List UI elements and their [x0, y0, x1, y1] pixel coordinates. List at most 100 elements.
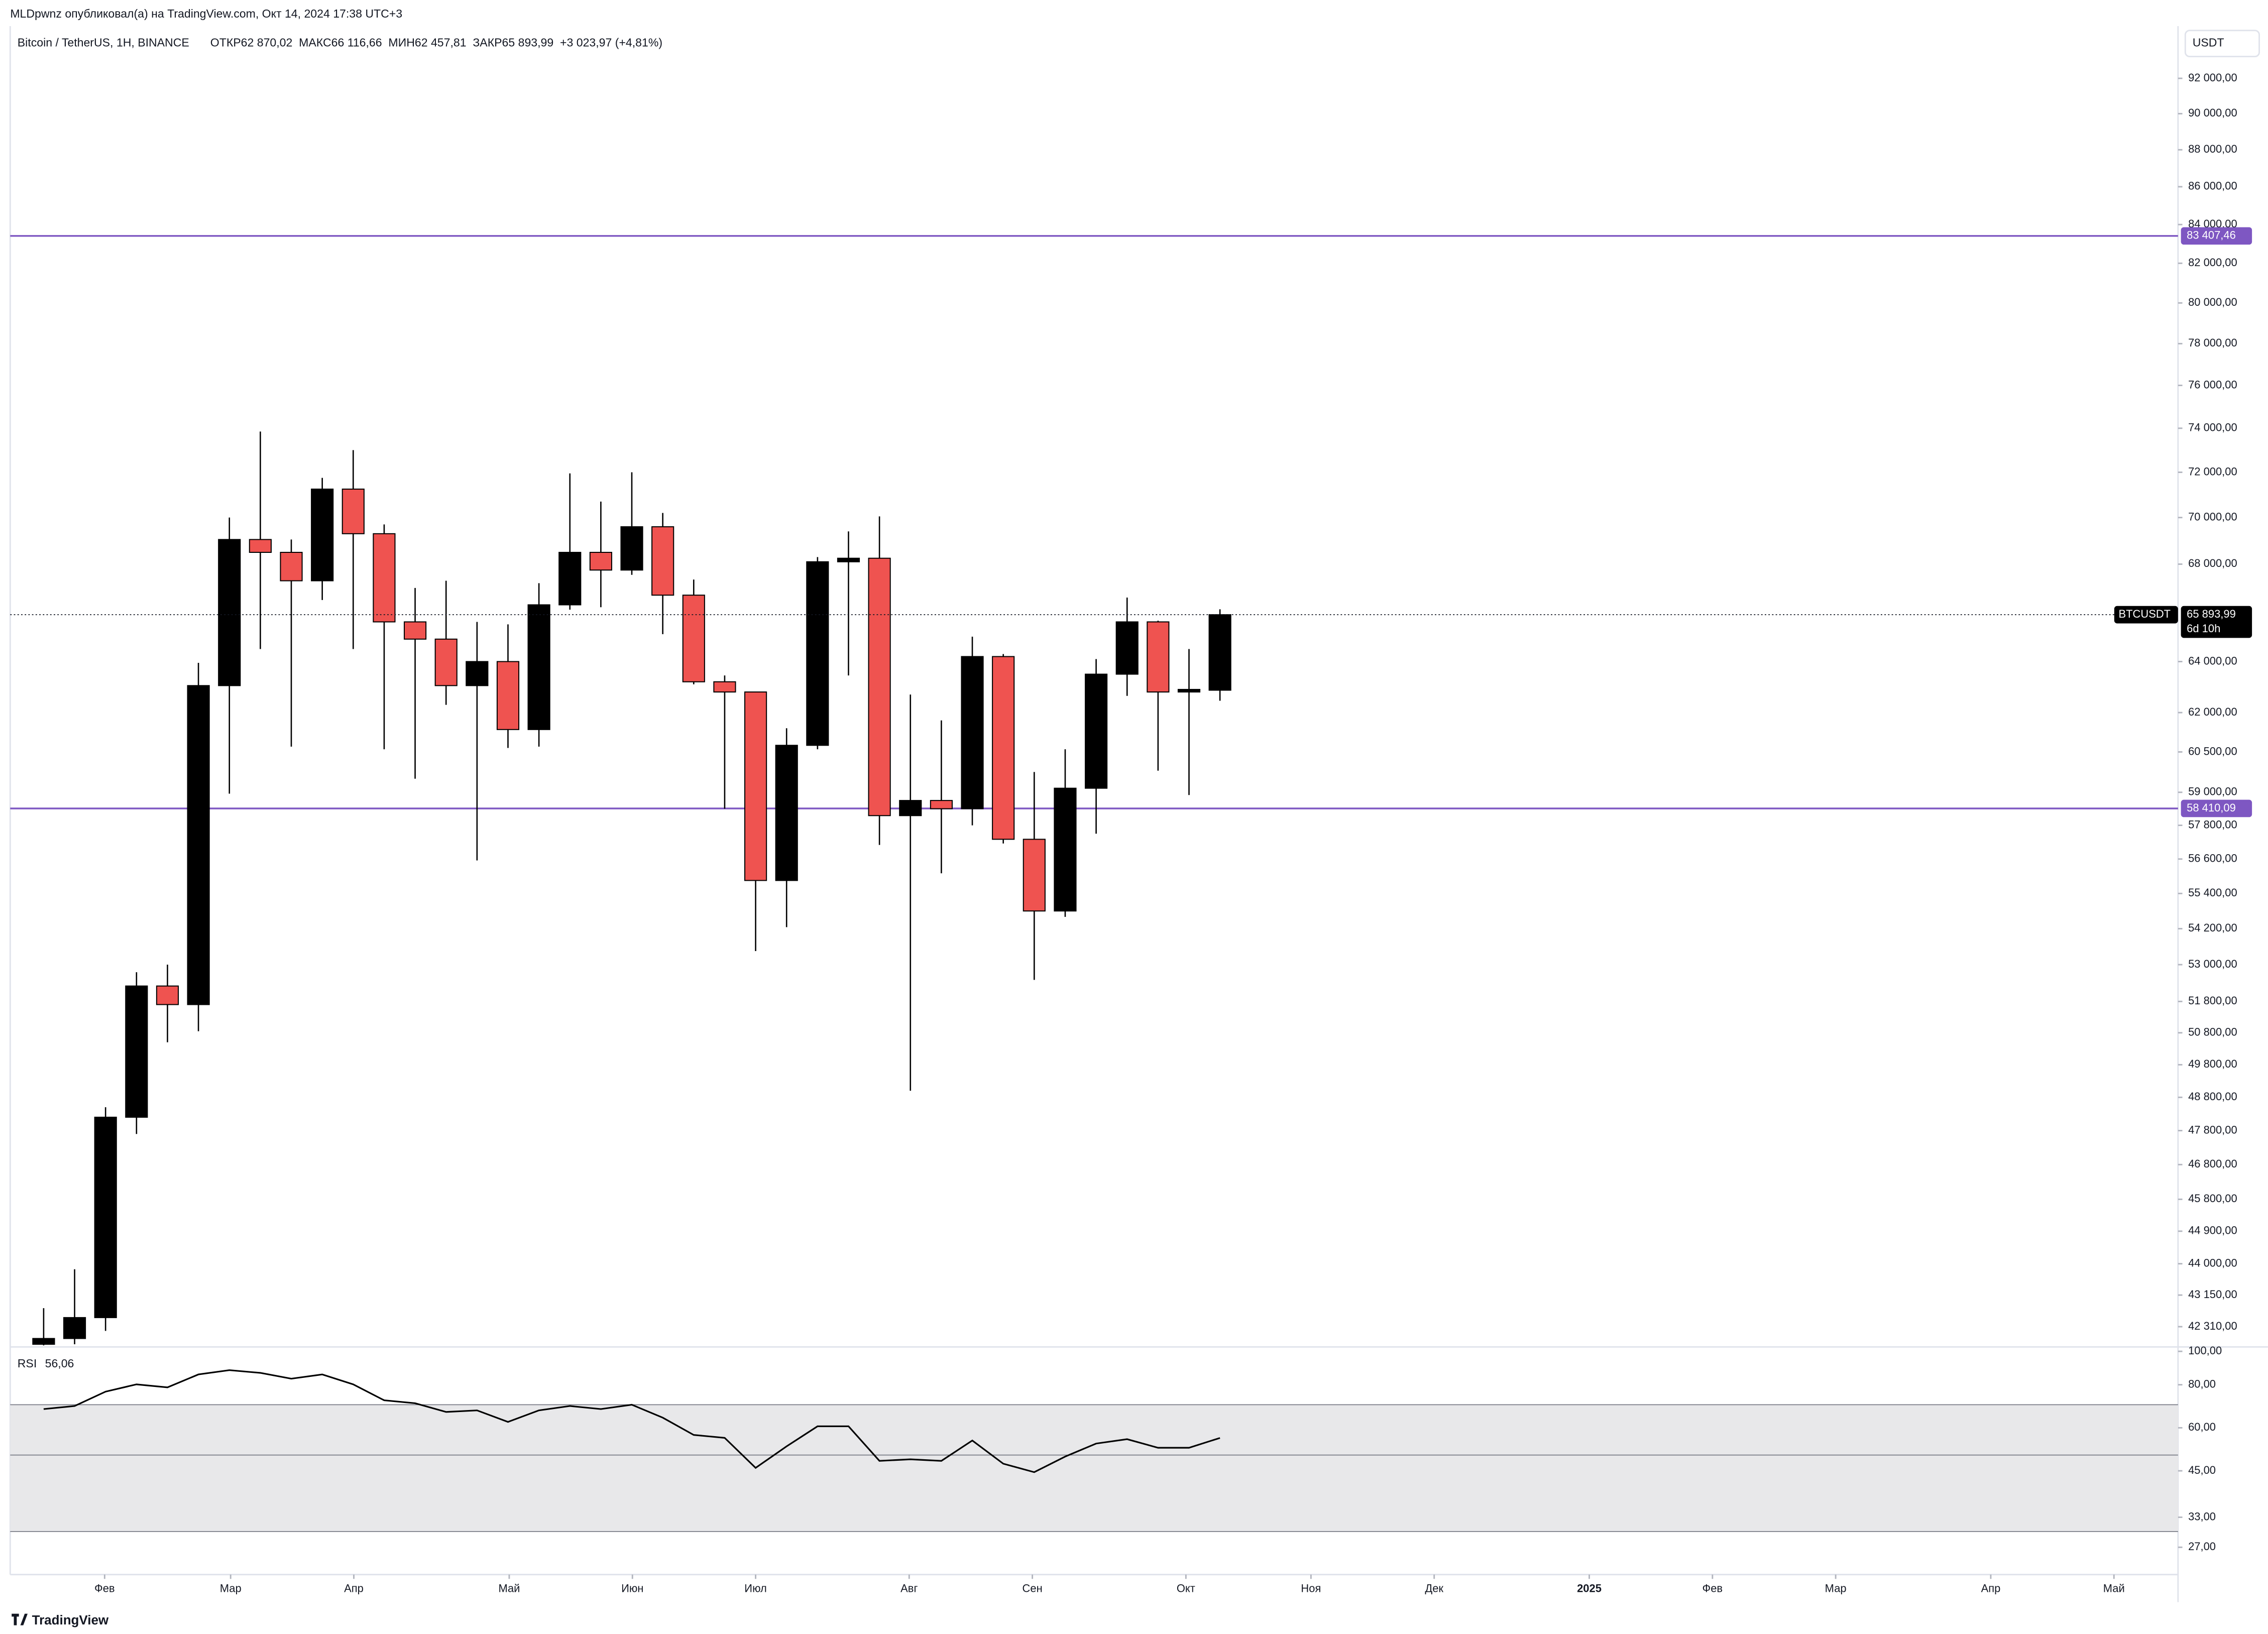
candle-body [218, 539, 241, 686]
candle-body [868, 557, 891, 816]
candle-body [558, 551, 582, 606]
symbol-title[interactable]: Bitcoin / TetherUS, 1H, BINANCE [18, 36, 189, 49]
y-tick-label: 82 000,00 [2188, 256, 2237, 269]
candle-body [899, 800, 922, 816]
y-tick-label: 80 000,00 [2188, 296, 2237, 308]
y-tick-label: 86 000,00 [2188, 180, 2237, 192]
y-tick-label: 72 000,00 [2188, 465, 2237, 478]
y-tick-label: 88 000,00 [2188, 143, 2237, 155]
symbol-label: BTCUSDT [2118, 608, 2171, 620]
x-tick-label: Мар [1825, 1582, 1847, 1594]
y-tick-label: 68 000,00 [2188, 557, 2237, 569]
price-label: 65 893,99 [2187, 608, 2236, 620]
candle-body [156, 985, 179, 1005]
x-tick-label: Фев [1703, 1582, 1723, 1594]
candle-body [775, 745, 798, 881]
level-label-box [2181, 799, 2252, 818]
y-tick-label: 50 800,00 [2188, 1026, 2237, 1038]
candle-body [280, 551, 303, 581]
y-tick-label: 76 000,00 [2188, 378, 2237, 391]
x-tick-label: Окт [1177, 1582, 1195, 1594]
y-tick-label: 49 800,00 [2188, 1058, 2237, 1070]
candle-body [1054, 787, 1077, 912]
candle-body [403, 621, 427, 640]
y-tick-label: 60,00 [2188, 1421, 2216, 1433]
rsi-title: RSI [18, 1357, 37, 1370]
y-tick-label: 60 500,00 [2188, 745, 2237, 757]
y-tick-label: 45 800,00 [2188, 1192, 2237, 1205]
y-tick-label: 43 150,00 [2188, 1288, 2237, 1301]
y-tick-label: 48 800,00 [2188, 1090, 2237, 1103]
x-tick-label: Июн [621, 1582, 643, 1594]
candle-body [1147, 621, 1170, 693]
candle-body [713, 681, 736, 693]
x-tick-label: Июл [744, 1582, 767, 1594]
y-tick-label: 46 800,00 [2188, 1157, 2237, 1170]
currency[interactable]: USDT [2193, 36, 2224, 49]
x-tick-label: Май [498, 1582, 520, 1594]
candle-body [589, 551, 612, 571]
candle-body [342, 489, 365, 534]
x-tick-label: Фев [94, 1582, 115, 1594]
candle-body [992, 656, 1015, 840]
y-tick-label: 80,00 [2188, 1377, 2216, 1390]
price-label-box [2181, 606, 2252, 638]
candle-body [620, 526, 643, 571]
x-tick-label: Авг [900, 1582, 918, 1594]
x-tick-label: Дек [1425, 1582, 1443, 1594]
candle-body [32, 1338, 55, 1345]
y-tick-label: 45,00 [2188, 1464, 2216, 1476]
logo[interactable]: TradingView [32, 1612, 109, 1627]
y-tick-label: 74 000,00 [2188, 421, 2237, 434]
candle-body [373, 533, 396, 623]
y-tick-label: 62 000,00 [2188, 706, 2237, 718]
y-tick-label: 100,00 [2188, 1344, 2222, 1357]
candle-body [527, 604, 550, 730]
candle-body [1115, 621, 1139, 675]
x-tick-label: Апр [1981, 1582, 2001, 1594]
y-tick-label: 57 800,00 [2188, 818, 2237, 831]
y-tick-label: 59 000,00 [2188, 785, 2237, 798]
y-tick-label: 78 000,00 [2188, 336, 2237, 349]
y-tick-label: 47 800,00 [2188, 1123, 2237, 1136]
y-tick-label: 64 000,00 [2188, 654, 2237, 667]
y-tick-label: 56 600,00 [2188, 852, 2237, 865]
y-tick-label: 42 310,00 [2188, 1320, 2237, 1332]
currency-button[interactable] [2184, 30, 2260, 58]
candle-body [837, 557, 860, 562]
candle-body [466, 661, 489, 686]
level-label: 83 407,46 [2187, 229, 2236, 242]
candle-body [187, 685, 210, 1005]
y-tick-label: 51 800,00 [2188, 994, 2237, 1007]
x-tick-label: 2025 [1577, 1582, 1602, 1594]
countdown-label: 6d 10h [2187, 622, 2220, 635]
y-tick-label: 44 900,00 [2188, 1224, 2237, 1237]
candle-body [682, 595, 705, 682]
y-tick-label: 53 000,00 [2188, 958, 2237, 970]
candle-body [1023, 839, 1046, 912]
rsi-line [43, 1369, 1220, 1473]
level-label: 58 410,09 [2187, 801, 2236, 814]
level-label-box [2181, 227, 2252, 245]
candle-body [744, 691, 767, 881]
y-tick-label: 54 200,00 [2188, 921, 2237, 934]
candle-body [94, 1116, 117, 1318]
candle-body [1208, 614, 1231, 691]
x-tick-label: Апр [344, 1582, 364, 1594]
candle-body [1177, 688, 1201, 693]
candle-body [651, 526, 674, 596]
y-tick-label: 55 400,00 [2188, 886, 2237, 899]
ohlc-legend: ОТКР62 870,02 МАКС66 116,66 МИН62 457,81… [210, 36, 662, 49]
candle-body [125, 985, 148, 1118]
y-tick-label: 33,00 [2188, 1510, 2216, 1523]
candle-body [311, 489, 334, 581]
symbol-label-box [2114, 606, 2178, 624]
y-tick-label: 70 000,00 [2188, 510, 2237, 523]
candle-body [930, 800, 953, 809]
candle-body [806, 561, 829, 746]
x-tick-label: Ноя [1301, 1582, 1321, 1594]
candle-body [961, 656, 984, 809]
